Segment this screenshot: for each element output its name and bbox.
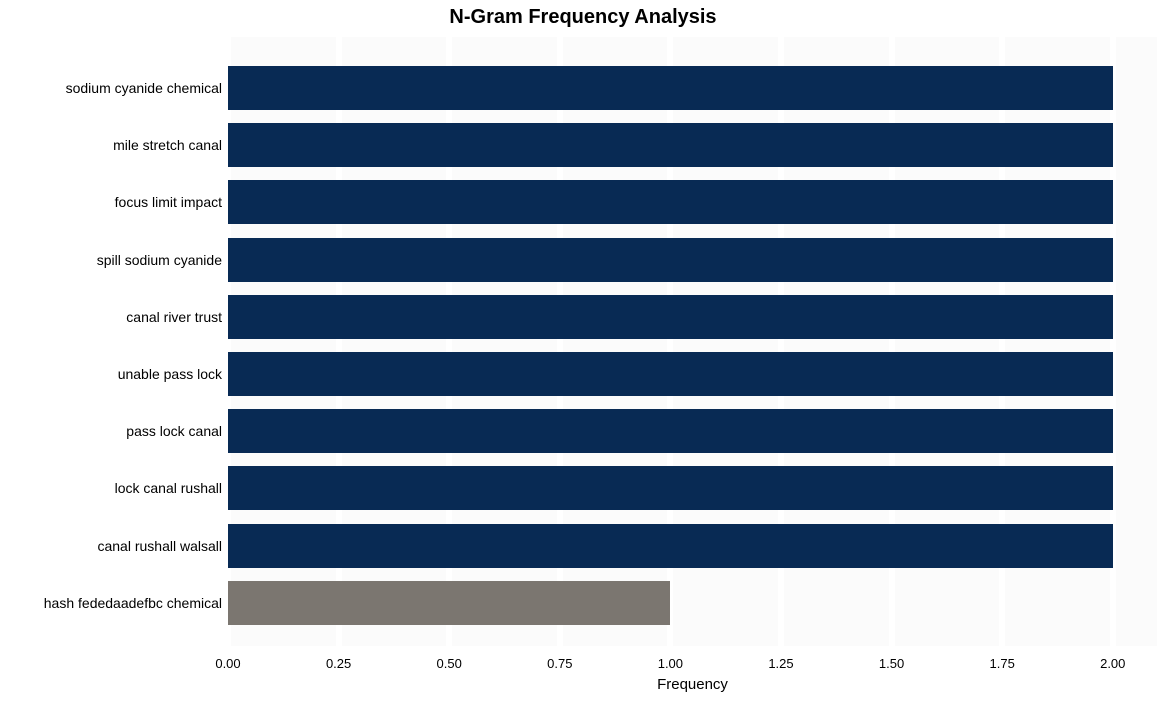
x-tick-label: 1.75 (990, 656, 1015, 671)
y-category-label: spill sodium cyanide (0, 252, 222, 268)
x-tick-label: 2.00 (1100, 656, 1125, 671)
y-category-label: lock canal rushall (0, 480, 222, 496)
bar (228, 180, 1113, 224)
y-category-label: canal river trust (0, 309, 222, 325)
bar (228, 466, 1113, 510)
bar (228, 295, 1113, 339)
ngram-frequency-chart: N-Gram Frequency Analysis Frequency 0.00… (0, 0, 1166, 701)
bar (228, 409, 1113, 453)
plot-area (228, 37, 1157, 646)
x-tick-label: 0.25 (326, 656, 351, 671)
y-category-label: hash fededaadefbc chemical (0, 595, 222, 611)
y-category-label: mile stretch canal (0, 137, 222, 153)
x-tick-label: 1.50 (879, 656, 904, 671)
y-category-label: pass lock canal (0, 423, 222, 439)
x-tick-label: 0.75 (547, 656, 572, 671)
bar (228, 352, 1113, 396)
bar (228, 524, 1113, 568)
x-tick-label: 0.50 (437, 656, 462, 671)
chart-title: N-Gram Frequency Analysis (0, 6, 1166, 29)
y-category-label: unable pass lock (0, 366, 222, 382)
x-tick-label: 1.00 (658, 656, 683, 671)
x-tick-label: 0.00 (215, 656, 240, 671)
x-axis-label: Frequency (228, 676, 1157, 693)
y-category-label: sodium cyanide chemical (0, 80, 222, 96)
x-tick-label: 1.25 (768, 656, 793, 671)
bar (228, 123, 1113, 167)
bar (228, 66, 1113, 110)
y-category-label: focus limit impact (0, 194, 222, 210)
bar (228, 238, 1113, 282)
bar (228, 581, 670, 625)
y-category-label: canal rushall walsall (0, 538, 222, 554)
